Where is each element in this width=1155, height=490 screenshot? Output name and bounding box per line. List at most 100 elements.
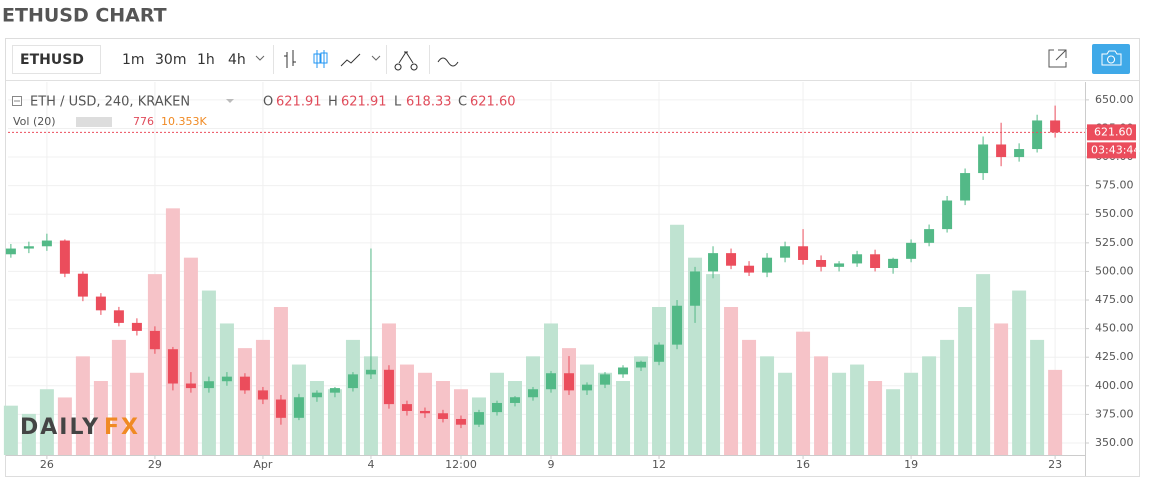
volume-bar	[634, 356, 649, 455]
volume-bar	[940, 339, 955, 455]
volume-bar	[616, 381, 631, 455]
x-tick-label: 12	[652, 458, 666, 471]
volume-bar	[93, 381, 108, 455]
volume-bar	[327, 389, 342, 455]
interval[interactable]: 1m	[122, 52, 145, 68]
volume-bar	[868, 381, 883, 455]
candle-body	[726, 253, 737, 266]
candle-body	[654, 344, 665, 362]
interval[interactable]: 4h	[228, 52, 246, 68]
candle-body	[600, 374, 611, 385]
candle-body	[491, 402, 502, 413]
y-tick-label: 525.00	[1095, 236, 1134, 249]
compare-icon[interactable]	[437, 57, 459, 67]
candle-body	[744, 265, 755, 273]
y-tick-label: 650.00	[1095, 93, 1134, 106]
logo-daily: DAILY	[20, 415, 100, 440]
countdown-tag	[1087, 142, 1136, 159]
volume-bar	[994, 323, 1009, 455]
volume-buttons[interactable]	[76, 117, 112, 127]
candle-body	[852, 254, 863, 264]
candle-body	[708, 253, 719, 272]
candle-body	[41, 240, 52, 247]
interval-group: 1m 30m 1h 4h	[122, 52, 246, 68]
volume-bar	[363, 356, 378, 455]
candle-body	[203, 381, 214, 389]
interval[interactable]: 30m	[155, 52, 186, 68]
instrument-menu[interactable]	[226, 99, 234, 103]
volume-bar	[57, 397, 72, 455]
y-tick-label: 500.00	[1095, 264, 1134, 277]
y-tick-label: 550.00	[1095, 207, 1134, 220]
ohlc-key: H	[328, 95, 338, 110]
candle-body	[23, 246, 34, 249]
bars-icon[interactable]	[284, 50, 296, 68]
candle-body	[672, 305, 683, 345]
candle-body	[347, 374, 358, 389]
symbol-box[interactable]	[12, 45, 101, 74]
volume-bar	[237, 348, 252, 455]
volume-bar	[922, 356, 937, 455]
candle-body	[996, 144, 1007, 158]
logo-fx: FX	[104, 415, 140, 440]
y-tick-label: 575.00	[1095, 179, 1134, 192]
x-tick-label: 23	[1048, 458, 1062, 471]
candle-body	[257, 390, 268, 400]
volume-bar	[886, 389, 901, 455]
page-title: ETHUSD CHART	[2, 5, 167, 27]
x-tick-label: 12:00	[445, 458, 477, 471]
x-tick-label: 29	[148, 458, 162, 471]
ohlc-key: L	[394, 95, 402, 110]
style-menu[interactable]	[371, 55, 381, 61]
volume-name: Vol (20)	[13, 115, 56, 128]
interval[interactable]: 1h	[197, 52, 215, 68]
volume-bar	[345, 339, 360, 455]
candle-body	[798, 246, 809, 260]
candle-body	[816, 259, 827, 267]
plot	[3, 82, 1089, 459]
volume-last: 776	[133, 115, 154, 128]
candle-body	[185, 383, 196, 389]
volume-bar	[75, 356, 90, 455]
volume-bar	[814, 356, 829, 455]
candle-body	[834, 263, 845, 267]
volume-ma: 10.353K	[161, 115, 207, 128]
candle-body	[455, 418, 466, 425]
countdown: 03:43:44	[1091, 143, 1140, 156]
volume-bar	[904, 372, 919, 455]
x-tick-label: 4	[367, 458, 374, 471]
candles-icon[interactable]	[313, 50, 328, 68]
volume-bar	[652, 307, 667, 455]
popout-icon[interactable]	[1048, 49, 1067, 68]
volume-bar	[129, 372, 144, 455]
ohlc-value: 621.91	[276, 95, 322, 110]
volume-bar	[165, 208, 180, 455]
volume-bar	[21, 413, 36, 455]
volume-bar	[3, 405, 18, 455]
x-tick-label: 16	[796, 458, 810, 471]
ohlc-value: 621.91	[341, 95, 387, 110]
area-icon[interactable]	[340, 53, 361, 67]
candle-body	[77, 273, 88, 297]
interval-menu[interactable]	[255, 55, 265, 61]
indicators-icon[interactable]	[394, 51, 418, 71]
candle-body	[329, 388, 340, 393]
candle-body	[546, 373, 557, 390]
y-tick-label: 400.00	[1095, 379, 1134, 392]
candle-body	[1032, 120, 1043, 150]
candle-body	[564, 373, 575, 391]
last-price-label: 621.60	[1094, 125, 1133, 138]
volume-bar	[976, 274, 991, 455]
y-tick-label: 475.00	[1095, 293, 1134, 306]
volume-bar	[183, 257, 198, 455]
candle-body	[582, 384, 593, 391]
candle-body	[383, 369, 394, 405]
symbol[interactable]: ETHUSD	[20, 52, 84, 68]
candle-body	[59, 240, 70, 274]
candle-body	[527, 389, 538, 398]
volume-bar	[309, 381, 324, 455]
candle-body	[311, 392, 322, 398]
snapshot-button[interactable]	[1092, 44, 1130, 74]
volume-bar	[958, 307, 973, 455]
candle-body	[636, 361, 647, 368]
